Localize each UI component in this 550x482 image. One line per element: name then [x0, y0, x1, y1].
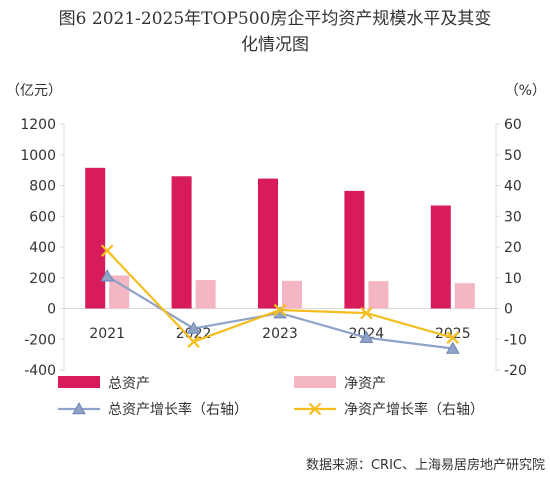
legend-label-total-growth: 总资产增长率（右轴）: [108, 401, 248, 418]
legend-swatch-total-assets: [58, 376, 100, 388]
legend-label-net-growth: 净资产增长率（右轴）: [344, 401, 484, 418]
bar-total-assets: [171, 176, 192, 309]
bar-total-assets: [85, 167, 106, 309]
bar-total-assets: [258, 178, 278, 309]
bars: [85, 167, 475, 309]
legend-label-total-assets: 总资产: [108, 376, 150, 392]
left-tick-label: 0: [47, 302, 56, 318]
bar-net-assets: [368, 281, 389, 309]
chart-title-line1: 图6 2021-2025年TOP500房企平均资产规模水平及其变: [59, 9, 492, 29]
marker-total-growth: [445, 341, 460, 354]
right-tick-label: -20: [504, 363, 527, 379]
bar-net-assets: [109, 275, 130, 309]
chart-title-line2: 化情况图: [241, 35, 309, 55]
right-tick-label: -10: [504, 332, 527, 348]
marker-total-growth: [186, 321, 201, 334]
lines: [100, 244, 460, 354]
legend-marker-total-growth: [72, 401, 86, 415]
marker-total-growth: [100, 269, 115, 282]
marker-total-growth: [359, 330, 374, 344]
category-label: 2023: [262, 326, 298, 342]
right-axis-unit: （%）: [505, 83, 546, 99]
left-tick-label: -200: [24, 332, 56, 348]
right-tick-label: 40: [504, 179, 522, 195]
marker-net-growth: [360, 306, 373, 320]
left-tick-label: 1200: [20, 117, 56, 133]
left-axis-unit: （亿元）: [6, 83, 62, 99]
marker-net-growth: [100, 244, 114, 257]
category-label: 2025: [435, 326, 471, 342]
bar-total-assets: [430, 205, 451, 309]
bar-net-assets: [195, 280, 216, 309]
right-tick-label: 60: [504, 117, 522, 133]
bar-net-assets: [454, 283, 475, 309]
right-tick-label: 10: [504, 271, 522, 287]
left-tick-label: 400: [29, 240, 56, 256]
right-tick-label: 50: [504, 148, 522, 164]
legend-swatch-net-assets: [294, 376, 336, 388]
left-tick-label: -400: [24, 363, 56, 379]
marker-net-growth: [187, 335, 200, 348]
right-tick-label: 0: [504, 302, 513, 318]
marker-net-growth: [273, 303, 287, 317]
left-tick-label: 800: [29, 179, 56, 195]
legend-label-net-assets: 净资产: [344, 376, 386, 392]
axes: -400 -200 0 200 400 600 800 1000 1200 -20 -10 0 10 20…: [20, 117, 527, 379]
bar-net-assets: [282, 280, 302, 309]
right-tick-label: 30: [504, 209, 522, 225]
category-label: 2021: [89, 326, 125, 342]
left-tick-label: 600: [29, 209, 56, 225]
left-tick-label: 1000: [20, 148, 56, 164]
legend-marker-net-growth: [308, 402, 322, 416]
right-tick-label: 20: [504, 240, 522, 256]
data-source: 数据来源：CRIC、上海易居房地产研究院: [306, 457, 545, 473]
bar-total-assets: [344, 190, 365, 309]
left-tick-label: 200: [29, 271, 56, 287]
marker-net-growth: [446, 331, 460, 344]
